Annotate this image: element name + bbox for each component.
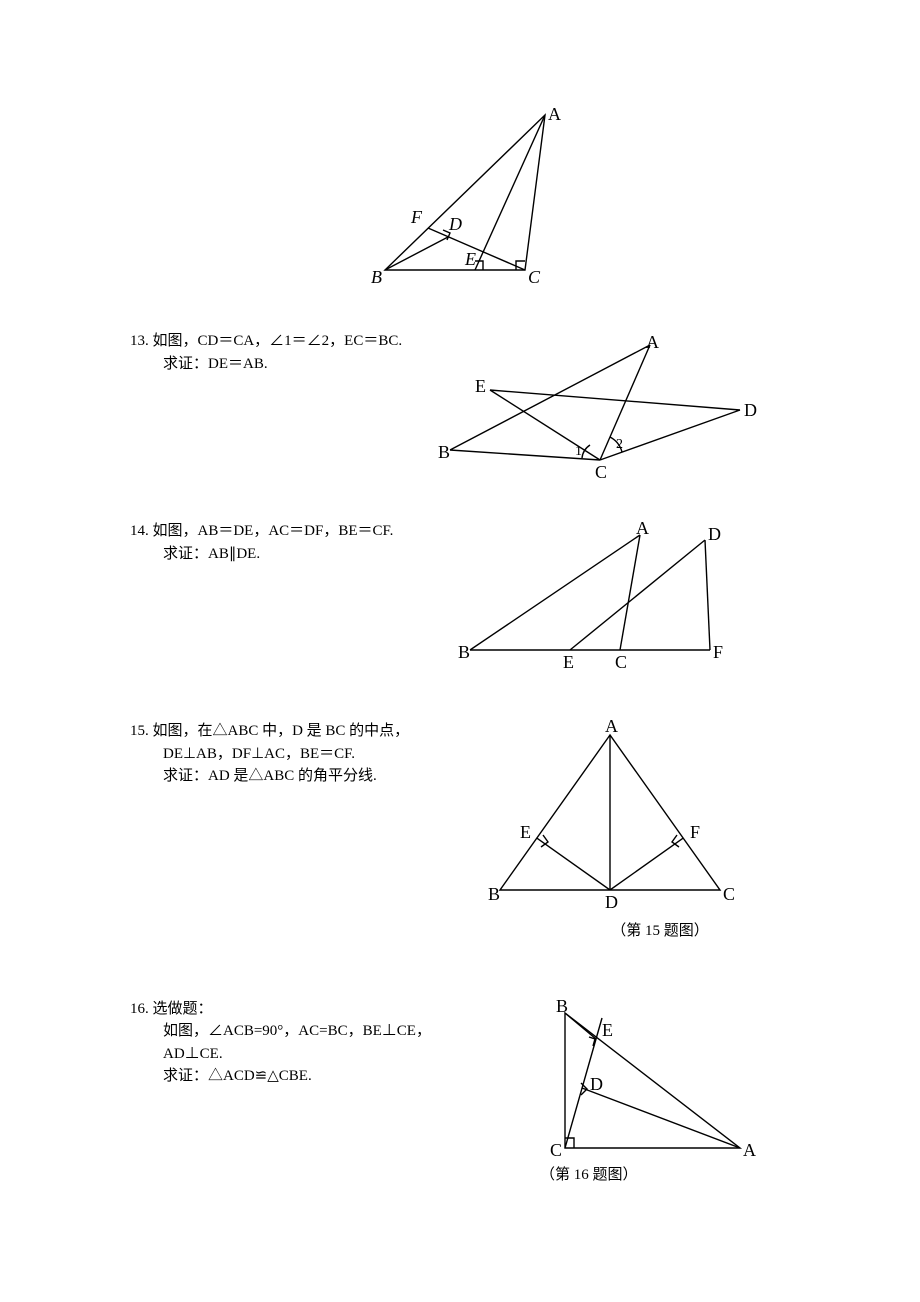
- label-C: C: [723, 884, 735, 904]
- label-E: E: [464, 249, 476, 269]
- label-E: E: [475, 376, 486, 396]
- label-E: E: [520, 822, 531, 842]
- label-A: A: [548, 104, 561, 124]
- caption-15: （第 15 题图）: [560, 920, 760, 943]
- figure-top-svg: A B C D E F: [355, 100, 585, 285]
- label-B: B: [438, 442, 450, 462]
- label-C: C: [595, 462, 607, 480]
- problem-15: 15. 如图，在△ABC 中，D 是 BC 的中点， DE⊥AB，DF⊥AC，B…: [130, 720, 810, 910]
- label-F: F: [410, 207, 423, 227]
- problem-14: 14. 如图，AB＝DE，AC＝DF，BE＝CF. 求证：AB∥DE. A B …: [130, 520, 810, 680]
- label-D: D: [605, 892, 618, 910]
- label-A: A: [646, 332, 659, 352]
- p15-line3: 求证：AD 是△ABC 的角平分线.: [130, 765, 420, 788]
- figure-15: A B C D E F: [480, 720, 740, 910]
- p14-line1: 14. 如图，AB＝DE，AC＝DF，BE＝CF.: [130, 520, 410, 543]
- label-D: D: [448, 214, 462, 234]
- label-D: D: [744, 400, 757, 420]
- p16-line2: 如图，∠ACB=90°，AC=BC，BE⊥CE，AD⊥CE.: [130, 1020, 470, 1065]
- p15-line1: 15. 如图，在△ABC 中，D 是 BC 的中点，: [130, 720, 420, 743]
- label-C: C: [528, 267, 541, 285]
- p14-line2: 求证：AB∥DE.: [130, 543, 410, 566]
- figure-14: A B C D E F: [450, 520, 770, 680]
- label-ang2: 2: [616, 437, 623, 452]
- label-E: E: [602, 1020, 613, 1040]
- label-D: D: [590, 1074, 603, 1094]
- p13-line2: 求证：DE＝AB.: [130, 353, 410, 376]
- p13-line1: 13. 如图，CD＝CA，∠1＝∠2，EC＝BC.: [130, 330, 410, 353]
- label-C: C: [615, 652, 627, 672]
- p16-line1: 16. 选做题：: [130, 998, 470, 1021]
- p16-line3: 求证：△ACD≌△CBE.: [130, 1065, 470, 1088]
- figure-16: A B C D E: [540, 998, 760, 1168]
- problem-16: 16. 选做题： 如图，∠ACB=90°，AC=BC，BE⊥CE，AD⊥CE. …: [130, 998, 810, 1187]
- label-E: E: [563, 652, 574, 672]
- label-C: C: [550, 1140, 562, 1160]
- problem-13: 13. 如图，CD＝CA，∠1＝∠2，EC＝BC. 求证：DE＝AB. A B …: [130, 330, 810, 480]
- figure-top: A B C D E F: [130, 100, 810, 285]
- label-B: B: [458, 642, 470, 662]
- figure-13: A B C D E 1 2: [420, 330, 760, 480]
- caption-16: （第 16 题图）: [540, 1164, 760, 1187]
- p15-line2: DE⊥AB，DF⊥AC，BE＝CF.: [130, 743, 420, 766]
- label-A: A: [636, 520, 649, 538]
- label-B: B: [556, 998, 568, 1016]
- label-B: B: [488, 884, 500, 904]
- label-ang1: 1: [575, 444, 582, 459]
- label-A: A: [743, 1140, 756, 1160]
- label-F: F: [690, 822, 700, 842]
- label-A: A: [605, 720, 618, 736]
- label-D: D: [708, 524, 721, 544]
- label-B: B: [371, 267, 382, 285]
- label-F: F: [713, 642, 723, 662]
